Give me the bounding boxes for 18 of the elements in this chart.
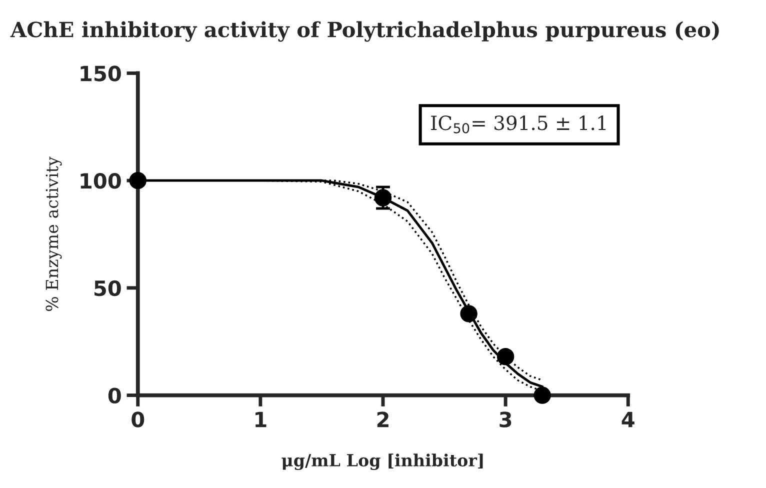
point [496,348,514,366]
point [129,172,146,190]
x-tick-label: 3 [500,412,512,428]
point [460,305,478,322]
y-tick-label: 0 [108,388,121,404]
y-axis-title: % Enzyme activity [46,156,62,311]
x-axis-title: μg/mL Log [inhibitor] [282,454,483,470]
chart-title: AChE inhibitory activity of Polytrichadelphus purpureus (eo) [10,21,719,42]
x-tick-label: 4 [622,412,634,428]
annotation: IC$_{50}$= 391.5 ± 1.1 [431,116,606,134]
y-tick-label: 150 [80,66,121,82]
x-tick-label: 2 [377,412,388,428]
x-tick-label: 1 [256,412,266,428]
point [374,189,392,206]
y-tick-label: 50 [94,280,121,296]
point [534,386,551,404]
y-tick-label: 100 [80,173,121,189]
x-tick-label: 0 [132,412,144,428]
